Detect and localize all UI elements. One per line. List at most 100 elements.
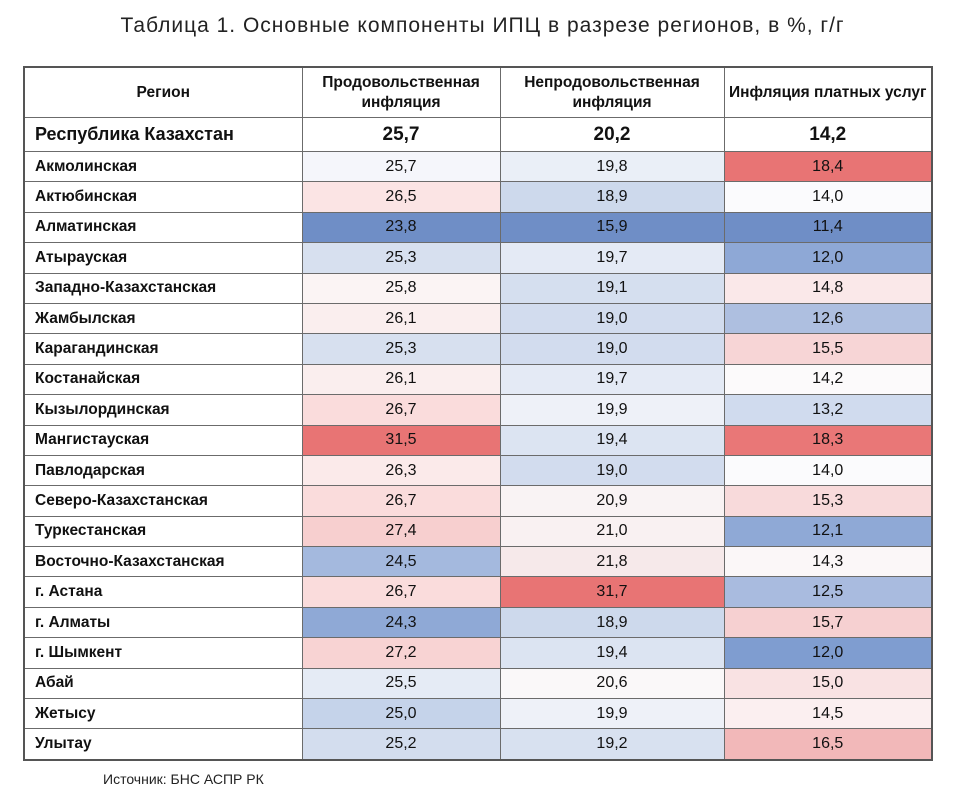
table-title: Таблица 1. Основные компоненты ИПЦ в раз… xyxy=(120,14,845,37)
services-inflation-cell: 13,2 xyxy=(723,394,933,426)
header-row: Регион Продовольственная инфляция Непрод… xyxy=(23,66,933,118)
food-inflation-cell: 31,5 xyxy=(301,424,501,456)
services-inflation-cell: 15,5 xyxy=(723,333,933,365)
food-inflation-cell: 25,3 xyxy=(301,242,501,274)
nonfood-inflation-cell: 19,8 xyxy=(499,150,725,183)
cpi-table: Регион Продовольственная инфляция Непрод… xyxy=(23,66,933,761)
table-row: Северо-Казахстанская 26,7 20,9 15,3 xyxy=(23,485,933,517)
table-row: Улытау 25,2 19,2 16,5 xyxy=(23,728,933,761)
total-nonfood: 20,2 xyxy=(499,117,725,152)
services-inflation-cell: 14,8 xyxy=(723,272,933,304)
services-inflation-cell: 11,4 xyxy=(723,211,933,244)
table-row: г. Шымкент 27,2 19,4 12,0 xyxy=(23,637,933,669)
services-inflation-cell: 18,3 xyxy=(723,424,933,456)
nonfood-inflation-cell: 19,7 xyxy=(499,363,725,396)
nonfood-inflation-cell: 21,8 xyxy=(499,546,725,578)
services-inflation-cell: 12,0 xyxy=(723,242,933,274)
food-inflation-cell: 25,5 xyxy=(301,667,501,700)
region-name: г. Астана xyxy=(23,576,303,608)
services-inflation-cell: 12,6 xyxy=(723,302,933,335)
food-inflation-cell: 25,3 xyxy=(301,333,501,365)
nonfood-inflation-cell: 19,4 xyxy=(499,637,725,669)
nonfood-inflation-cell: 19,0 xyxy=(499,454,725,487)
nonfood-inflation-cell: 19,1 xyxy=(499,272,725,304)
region-name: Алматинская xyxy=(23,211,303,244)
region-name: Западно-Казахстанская xyxy=(23,272,303,304)
region-name: Абай xyxy=(23,667,303,700)
services-inflation-cell: 15,0 xyxy=(723,667,933,700)
region-name: Павлодарская xyxy=(23,454,303,487)
food-inflation-cell: 25,8 xyxy=(301,272,501,304)
table-row: Алматинская 23,8 15,9 11,4 xyxy=(23,211,933,244)
table-row: Акмолинская 25,7 19,8 18,4 xyxy=(23,150,933,183)
nonfood-inflation-cell: 19,0 xyxy=(499,333,725,365)
region-name: Мангистауская xyxy=(23,424,303,456)
region-name: Северо-Казахстанская xyxy=(23,485,303,517)
region-name: г. Шымкент xyxy=(23,637,303,669)
nonfood-inflation-cell: 19,7 xyxy=(499,242,725,274)
services-inflation-cell: 12,5 xyxy=(723,576,933,608)
services-inflation-cell: 14,0 xyxy=(723,454,933,487)
table-row: Западно-Казахстанская 25,8 19,1 14,8 xyxy=(23,272,933,304)
region-name: Туркестанская xyxy=(23,515,303,548)
table-row: Жетысу 25,0 19,9 14,5 xyxy=(23,698,933,730)
services-inflation-cell: 15,3 xyxy=(723,485,933,517)
nonfood-inflation-cell: 18,9 xyxy=(499,606,725,639)
table-row: Туркестанская 27,4 21,0 12,1 xyxy=(23,515,933,548)
services-inflation-cell: 14,2 xyxy=(723,363,933,396)
table-row: Атырауская 25,3 19,7 12,0 xyxy=(23,242,933,274)
food-inflation-cell: 24,5 xyxy=(301,546,501,578)
nonfood-inflation-cell: 19,4 xyxy=(499,424,725,456)
total-services: 14,2 xyxy=(723,117,933,152)
nonfood-inflation-cell: 31,7 xyxy=(499,576,725,608)
food-inflation-cell: 24,3 xyxy=(301,606,501,639)
table-row: Кызылординская 26,7 19,9 13,2 xyxy=(23,394,933,426)
region-name: Жамбылская xyxy=(23,302,303,335)
nonfood-inflation-cell: 18,9 xyxy=(499,181,725,213)
region-name: Кызылординская xyxy=(23,394,303,426)
total-food: 25,7 xyxy=(301,117,501,152)
food-inflation-cell: 26,3 xyxy=(301,454,501,487)
services-inflation-cell: 15,7 xyxy=(723,606,933,639)
food-inflation-cell: 26,7 xyxy=(301,485,501,517)
nonfood-inflation-cell: 19,9 xyxy=(499,698,725,730)
nonfood-inflation-cell: 20,6 xyxy=(499,667,725,700)
nonfood-inflation-cell: 20,9 xyxy=(499,485,725,517)
region-name: Карагандинская xyxy=(23,333,303,365)
table-row: Актюбинская 26,5 18,9 14,0 xyxy=(23,181,933,213)
services-inflation-cell: 12,1 xyxy=(723,515,933,548)
region-name: Костанайская xyxy=(23,363,303,396)
header-services: Инфляция платных услуг xyxy=(723,66,933,118)
food-inflation-cell: 26,7 xyxy=(301,394,501,426)
source-note: Источник: БНС АСПР РК xyxy=(103,771,264,787)
food-inflation-cell: 25,2 xyxy=(301,728,501,761)
region-name: Восточно-Казахстанская xyxy=(23,546,303,578)
food-inflation-cell: 23,8 xyxy=(301,211,501,244)
services-inflation-cell: 18,4 xyxy=(723,150,933,183)
food-inflation-cell: 25,7 xyxy=(301,150,501,183)
food-inflation-cell: 26,7 xyxy=(301,576,501,608)
region-name: Актюбинская xyxy=(23,181,303,213)
services-inflation-cell: 14,0 xyxy=(723,181,933,213)
region-name: г. Алматы xyxy=(23,606,303,639)
region-name: Жетысу xyxy=(23,698,303,730)
header-food: Продовольственная инфляция xyxy=(301,66,501,118)
services-inflation-cell: 14,5 xyxy=(723,698,933,730)
table-row: г. Алматы 24,3 18,9 15,7 xyxy=(23,606,933,639)
services-inflation-cell: 16,5 xyxy=(723,728,933,761)
region-name: Улытау xyxy=(23,728,303,761)
header-region: Регион xyxy=(23,66,303,118)
services-inflation-cell: 14,3 xyxy=(723,546,933,578)
nonfood-inflation-cell: 19,2 xyxy=(499,728,725,761)
nonfood-inflation-cell: 19,0 xyxy=(499,302,725,335)
food-inflation-cell: 25,0 xyxy=(301,698,501,730)
header-nonfood: Непродовольственная инфляция xyxy=(499,66,725,118)
table-row: Костанайская 26,1 19,7 14,2 xyxy=(23,363,933,396)
services-inflation-cell: 12,0 xyxy=(723,637,933,669)
food-inflation-cell: 26,5 xyxy=(301,181,501,213)
food-inflation-cell: 26,1 xyxy=(301,302,501,335)
region-name: Акмолинская xyxy=(23,150,303,183)
table-row: Карагандинская 25,3 19,0 15,5 xyxy=(23,333,933,365)
total-row: Республика Казахстан 25,7 20,2 14,2 xyxy=(23,117,933,152)
table-row: Восточно-Казахстанская 24,5 21,8 14,3 xyxy=(23,546,933,578)
